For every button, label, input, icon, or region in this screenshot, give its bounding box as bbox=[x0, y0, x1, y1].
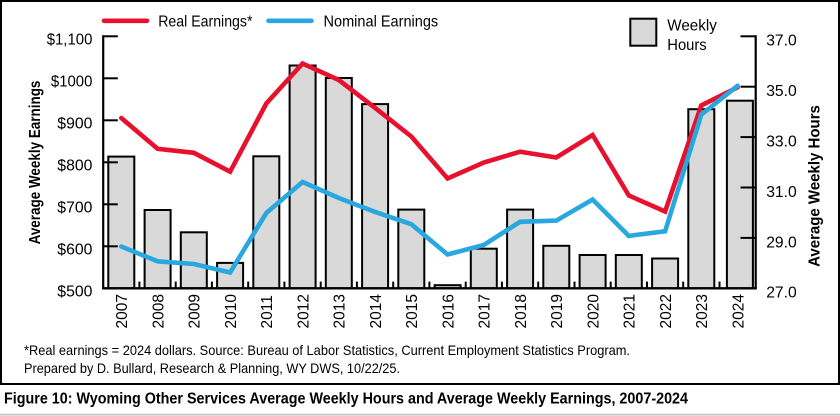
svg-text:37.0: 37.0 bbox=[766, 33, 797, 50]
svg-text:Nominal Earnings: Nominal Earnings bbox=[324, 14, 439, 31]
svg-text:27.0: 27.0 bbox=[766, 285, 797, 302]
svg-text:2023: 2023 bbox=[694, 294, 711, 328]
svg-text:2012: 2012 bbox=[296, 294, 313, 328]
svg-text:35.0: 35.0 bbox=[766, 83, 797, 100]
svg-text:29.0: 29.0 bbox=[766, 234, 797, 251]
svg-text:2007: 2007 bbox=[114, 294, 131, 328]
svg-text:$1000: $1000 bbox=[51, 73, 93, 90]
svg-text:Hours: Hours bbox=[667, 37, 706, 54]
svg-text:Average Weekly Earnings: Average Weekly Earnings bbox=[27, 81, 44, 245]
svg-text:$1,100: $1,100 bbox=[47, 31, 93, 48]
svg-text:2010: 2010 bbox=[223, 294, 240, 329]
svg-text:$800: $800 bbox=[57, 157, 92, 174]
svg-text:Weekly: Weekly bbox=[667, 18, 717, 35]
svg-text:2008: 2008 bbox=[151, 294, 168, 328]
svg-text:2014: 2014 bbox=[368, 294, 385, 329]
svg-text:*Real earnings = 2024 dollars.: *Real earnings = 2024 dollars. Source: B… bbox=[24, 343, 630, 358]
svg-text:2024: 2024 bbox=[731, 294, 748, 329]
svg-text:2011: 2011 bbox=[259, 295, 276, 328]
svg-text:Real Earnings*: Real Earnings* bbox=[158, 14, 252, 31]
svg-text:Prepared by D. Bullard, Resear: Prepared by D. Bullard, Research & Plann… bbox=[24, 361, 400, 376]
svg-text:2013: 2013 bbox=[332, 294, 349, 328]
svg-text:2016: 2016 bbox=[441, 294, 458, 328]
svg-text:Figure 10: Wyoming Other Servi: Figure 10: Wyoming Other Services Averag… bbox=[4, 391, 688, 408]
svg-text:$500: $500 bbox=[57, 283, 92, 300]
svg-text:$700: $700 bbox=[57, 199, 92, 216]
svg-text:$900: $900 bbox=[57, 115, 92, 132]
svg-text:2022: 2022 bbox=[658, 294, 675, 328]
svg-text:2017: 2017 bbox=[477, 294, 494, 328]
svg-text:Average Weekly Hours: Average Weekly Hours bbox=[807, 105, 824, 267]
svg-text:2018: 2018 bbox=[513, 294, 530, 328]
svg-text:$600: $600 bbox=[57, 241, 92, 258]
svg-text:31.0: 31.0 bbox=[766, 184, 797, 201]
svg-text:2015: 2015 bbox=[404, 294, 421, 328]
svg-text:2021: 2021 bbox=[622, 294, 639, 328]
svg-text:2020: 2020 bbox=[586, 294, 603, 329]
svg-text:2019: 2019 bbox=[549, 294, 566, 328]
svg-text:33.0: 33.0 bbox=[766, 134, 797, 151]
svg-text:2009: 2009 bbox=[187, 294, 204, 328]
